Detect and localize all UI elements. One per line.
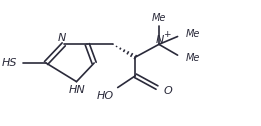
Text: O: O: [164, 86, 173, 97]
Text: HN: HN: [69, 85, 86, 96]
Text: N: N: [58, 34, 66, 43]
Text: HO: HO: [97, 91, 114, 101]
Text: N: N: [156, 35, 164, 45]
Text: Me: Me: [185, 53, 200, 63]
Text: Me: Me: [152, 13, 166, 23]
Text: Me: Me: [185, 29, 200, 39]
Text: HS: HS: [2, 58, 17, 68]
Text: +: +: [163, 30, 170, 39]
